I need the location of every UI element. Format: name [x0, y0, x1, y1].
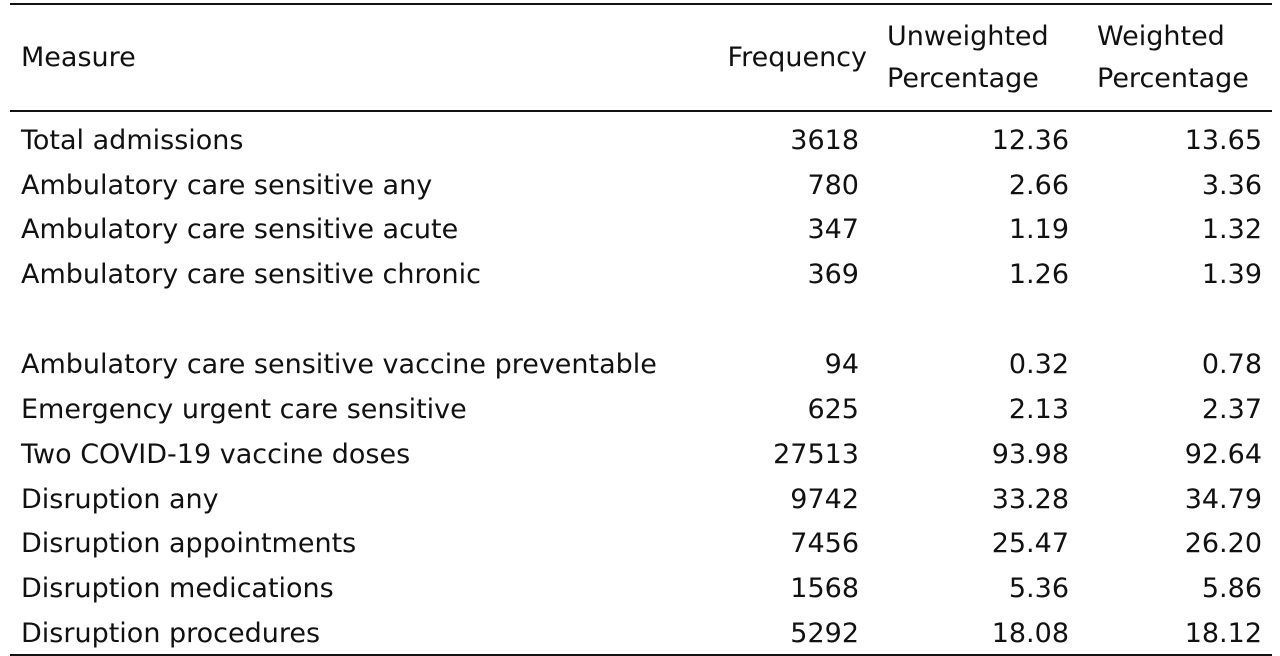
cell-measure: Ambulatory care sensitive any [21, 169, 433, 201]
cell-weighted: 92.64 [1184, 438, 1262, 470]
table-body: Total admissions 3618 12.36 13.65 Ambula… [10, 111, 1272, 655]
cell-weighted: 26.20 [1184, 528, 1262, 560]
cell-frequency: 1568 [790, 573, 859, 605]
cell-unweighted: 2.66 [1008, 169, 1069, 201]
cell-weighted: 3.36 [1201, 169, 1262, 201]
cell-unweighted: 1.19 [1008, 214, 1069, 246]
table-row: Total admissions 3618 12.36 13.65 [10, 111, 1272, 161]
header-frequency: Frequency [727, 41, 867, 73]
cell-measure: Disruption any [21, 483, 219, 515]
cell-measure: Ambulatory care sensitive vaccine preven… [21, 349, 657, 381]
cell-frequency: 94 [824, 349, 859, 381]
cell-frequency: 347 [807, 214, 859, 246]
cell-measure: Disruption appointments [21, 528, 357, 560]
table-row: Disruption any 9742 33.28 34.79 [10, 475, 1272, 520]
table-row: Ambulatory care sensitive chronic 369 1.… [10, 250, 1272, 295]
cell-measure: Ambulatory care sensitive chronic [21, 259, 481, 291]
cell-measure: Total admissions [21, 124, 244, 156]
cell-unweighted: 1.26 [1008, 259, 1069, 291]
cell-measure: Emergency urgent care sensitive [21, 393, 467, 425]
cell-frequency: 5292 [790, 617, 859, 649]
measures-table: Measure Frequency Unweighted Percentage … [10, 3, 1272, 656]
cell-weighted: 18.12 [1184, 617, 1262, 649]
cell-measure: Ambulatory care sensitive acute [21, 214, 459, 246]
cell-frequency: 780 [807, 169, 859, 201]
cell-unweighted: 12.36 [991, 124, 1069, 156]
cell-frequency: 625 [807, 393, 859, 425]
table-row: Ambulatory care sensitive any 780 2.66 3… [10, 161, 1272, 206]
header-measure: Measure [21, 41, 136, 73]
cell-weighted: 1.39 [1201, 259, 1262, 291]
table-row: Disruption medications 1568 5.36 5.86 [10, 564, 1272, 609]
cell-measure: Two COVID-19 vaccine doses [21, 438, 411, 470]
table-row: Two COVID-19 vaccine doses 27513 93.98 9… [10, 430, 1272, 475]
cell-frequency: 9742 [790, 483, 859, 515]
table-row: Ambulatory care sensitive acute 347 1.19… [10, 206, 1272, 251]
cell-weighted: 0.78 [1201, 349, 1262, 381]
cell-unweighted: 25.47 [991, 528, 1069, 560]
header-weighted-percentage: Weighted Percentage [1097, 20, 1249, 94]
cell-weighted: 5.86 [1201, 573, 1262, 605]
cell-frequency: 7456 [790, 528, 859, 560]
header-row: Measure Frequency Unweighted Percentage … [10, 4, 1272, 111]
cell-frequency: 27513 [773, 438, 859, 470]
cell-unweighted: 18.08 [991, 617, 1069, 649]
cell-weighted: 1.32 [1201, 214, 1262, 246]
cell-weighted: 2.37 [1201, 393, 1262, 425]
cell-unweighted: 2.13 [1008, 393, 1069, 425]
table-row: Emergency urgent care sensitive 625 2.13… [10, 385, 1272, 430]
table-header: Measure Frequency Unweighted Percentage … [10, 4, 1272, 111]
header-unweighted-percentage: Unweighted Percentage [887, 20, 1049, 94]
cell-frequency: 369 [807, 259, 859, 291]
table-row: Disruption procedures 5292 18.08 18.12 [10, 609, 1272, 655]
table-row: Ambulatory care sensitive vaccine preven… [10, 295, 1272, 385]
cell-measure: Disruption procedures [21, 617, 321, 649]
cell-unweighted: 93.98 [991, 438, 1069, 470]
cell-unweighted: 5.36 [1008, 573, 1069, 605]
cell-frequency: 3618 [790, 124, 859, 156]
cell-weighted: 34.79 [1184, 483, 1262, 515]
cell-unweighted: 0.32 [1008, 349, 1069, 381]
cell-unweighted: 33.28 [991, 483, 1069, 515]
table-row: Disruption appointments 7456 25.47 26.20 [10, 520, 1272, 565]
cell-measure: Disruption medications [21, 573, 334, 605]
cell-weighted: 13.65 [1184, 124, 1262, 156]
